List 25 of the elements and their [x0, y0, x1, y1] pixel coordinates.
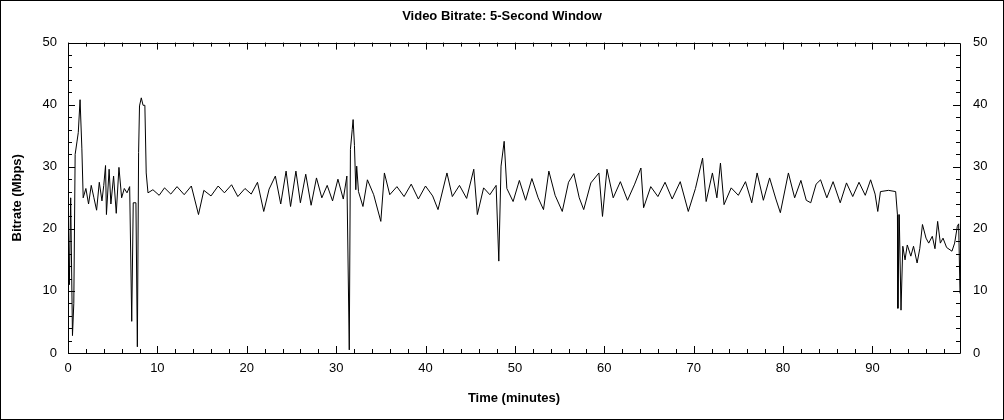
chart-title: Video Bitrate: 5-Second Window — [402, 8, 603, 24]
y-tick-label: 0 — [49, 344, 57, 360]
x-tick-label: 30 — [328, 360, 344, 376]
x-tick-label: 10 — [150, 360, 165, 376]
x-tick-label: 20 — [239, 360, 254, 376]
x-tick-label: 50 — [507, 360, 523, 376]
x-tick-label: 70 — [686, 360, 701, 376]
y2-tick-label: 50 — [973, 34, 988, 50]
y2-tick-label: 10 — [973, 282, 988, 298]
x-tick-label: 90 — [865, 360, 880, 376]
y-axis-title: Bitrate (Mbps) — [9, 154, 25, 242]
y-tick-label: 20 — [42, 220, 57, 236]
y-tick-label: 40 — [42, 96, 57, 112]
y2-tick-label: 0 — [973, 344, 981, 360]
x-tick-label: 0 — [64, 360, 72, 376]
y2-tick-label: 20 — [973, 220, 988, 236]
y-tick-label: 10 — [42, 282, 57, 298]
y2-tick-label: 40 — [973, 96, 988, 112]
x-tick-label: 80 — [775, 360, 791, 376]
x-tick-label: 40 — [418, 360, 433, 376]
x-tick-label: 60 — [597, 360, 612, 376]
y-tick-label: 50 — [42, 34, 57, 50]
x-axis-title: Time (minutes) — [467, 389, 561, 405]
y2-tick-label: 30 — [973, 158, 988, 174]
y-tick-label: 30 — [42, 158, 57, 174]
